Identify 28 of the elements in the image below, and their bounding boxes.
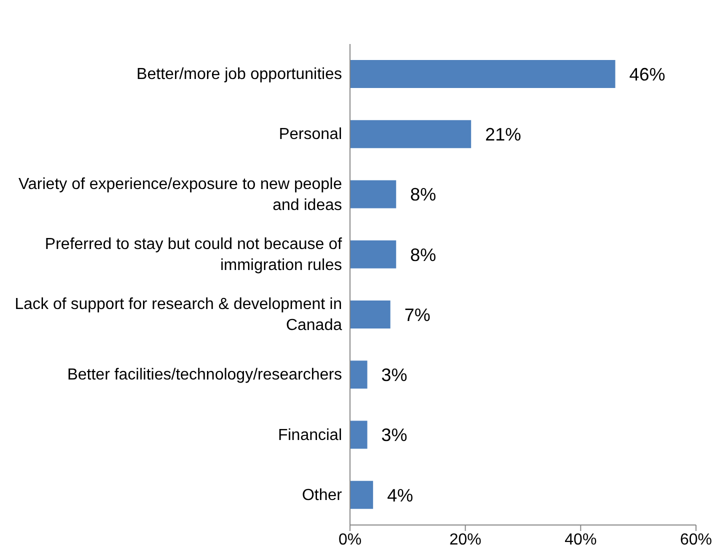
- data-label: 8%: [410, 244, 436, 265]
- x-tick-label: 60%: [680, 531, 712, 548]
- y-tick-label: Preferred to stay but could not because of immigration rules: [44, 235, 343, 274]
- data-label: 3%: [381, 365, 408, 386]
- data-label: 7%: [404, 304, 430, 325]
- y-tick-label: Personal: [278, 126, 342, 143]
- bar: [350, 480, 374, 509]
- bar: [350, 360, 368, 389]
- data-label: 4%: [387, 485, 414, 506]
- data-label: 3%: [381, 425, 408, 446]
- x-tick-label: 40%: [564, 531, 597, 548]
- y-tick-label: Better facilities/technology/researchers: [67, 366, 342, 384]
- y-tick-label: Other: [302, 486, 343, 504]
- bar: [350, 420, 368, 449]
- bar: [350, 300, 390, 328]
- bar: [350, 180, 396, 208]
- bar: [350, 120, 472, 148]
- y-tick-label: Better/more job opportunities: [136, 66, 342, 83]
- data-label: 21%: [485, 124, 522, 145]
- data-label: 8%: [410, 184, 436, 205]
- data-label: 46%: [629, 64, 666, 84]
- y-tick-label: Variety of experience/exposure to new people and ideas: [18, 175, 342, 214]
- y-tick-label: Financial: [278, 426, 342, 444]
- x-tick-label: 0%: [338, 531, 362, 548]
- y-tick-label: Lack of support for research & development in Canada: [14, 296, 342, 334]
- bar: [350, 60, 616, 88]
- bar: [350, 240, 396, 268]
- x-tick-label: 20%: [449, 531, 482, 548]
